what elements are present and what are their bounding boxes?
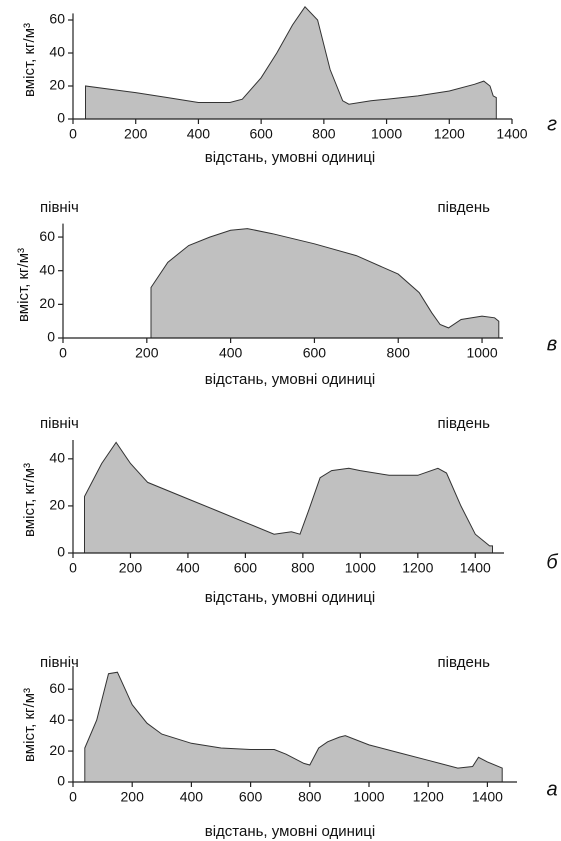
y-tick-label: 0 [47, 329, 55, 345]
x-tick-label: 800 [298, 789, 322, 805]
x-tick-label: 200 [135, 345, 159, 361]
x-tick-label: 1400 [472, 789, 503, 805]
annotation: північ [40, 654, 79, 671]
y-axis-label: вміст, кг/м³ [21, 688, 38, 762]
x-axis-label: відстань, умовні одиниці [205, 371, 376, 388]
y-tick-label: 60 [49, 680, 65, 696]
y-tick-label: 40 [49, 44, 65, 60]
y-tick-label: 0 [57, 544, 65, 560]
x-tick-label: 400 [180, 789, 204, 805]
x-tick-label: 1200 [434, 126, 465, 142]
x-axis-label: відстань, умовні одиниці [205, 149, 376, 166]
y-tick-label: 0 [57, 773, 65, 789]
annotation: південь [438, 415, 491, 432]
x-tick-label: 1000 [466, 345, 497, 361]
x-axis-label: відстань, умовні одиниці [205, 589, 376, 606]
panel-letter: а [546, 778, 557, 800]
x-tick-label: 400 [219, 345, 243, 361]
x-tick-label: 600 [234, 560, 258, 576]
annotation: південь [438, 654, 491, 671]
x-tick-label: 1400 [496, 126, 527, 142]
x-tick-label: 1000 [371, 126, 402, 142]
x-tick-label: 400 [187, 126, 211, 142]
panel-letter: б [546, 551, 558, 573]
y-tick-label: 60 [39, 228, 55, 244]
x-tick-label: 1200 [402, 560, 433, 576]
x-tick-label: 0 [69, 126, 77, 142]
y-tick-label: 40 [49, 711, 65, 727]
y-tick-label: 20 [49, 742, 65, 758]
y-tick-label: 0 [57, 110, 65, 126]
x-tick-label: 0 [69, 560, 77, 576]
x-tick-label: 200 [124, 126, 148, 142]
x-tick-label: 0 [59, 345, 67, 361]
y-axis-label: вміст, кг/м³ [15, 248, 32, 322]
area [84, 671, 503, 782]
x-tick-label: 1000 [345, 560, 376, 576]
y-tick-label: 40 [49, 450, 65, 466]
x-tick-label: 1400 [460, 560, 491, 576]
x-tick-label: 200 [119, 560, 143, 576]
area [85, 6, 497, 119]
area [150, 228, 500, 339]
y-tick-label: 40 [39, 261, 55, 277]
y-axis-label: вміст, кг/м³ [21, 23, 38, 97]
y-tick-label: 60 [49, 11, 65, 27]
panel-letter: г [547, 113, 557, 135]
annotation: південь [438, 199, 491, 216]
x-axis-label: відстань, умовні одиниці [205, 823, 376, 840]
x-tick-label: 800 [291, 560, 315, 576]
annotation: північ [40, 415, 79, 432]
y-tick-label: 20 [49, 497, 65, 513]
x-tick-label: 800 [387, 345, 411, 361]
annotation: північ [40, 199, 79, 216]
x-tick-label: 600 [303, 345, 327, 361]
y-tick-label: 20 [49, 77, 65, 93]
x-tick-label: 800 [312, 126, 336, 142]
x-tick-label: 600 [239, 789, 263, 805]
x-tick-label: 1200 [413, 789, 444, 805]
y-tick-label: 20 [39, 295, 55, 311]
panel-letter: в [547, 333, 557, 355]
x-tick-label: 200 [121, 789, 145, 805]
x-tick-label: 1000 [353, 789, 384, 805]
x-tick-label: 400 [176, 560, 200, 576]
y-axis-label: вміст, кг/м³ [21, 463, 38, 537]
x-tick-label: 0 [69, 789, 77, 805]
area [84, 441, 493, 553]
x-tick-label: 600 [249, 126, 273, 142]
